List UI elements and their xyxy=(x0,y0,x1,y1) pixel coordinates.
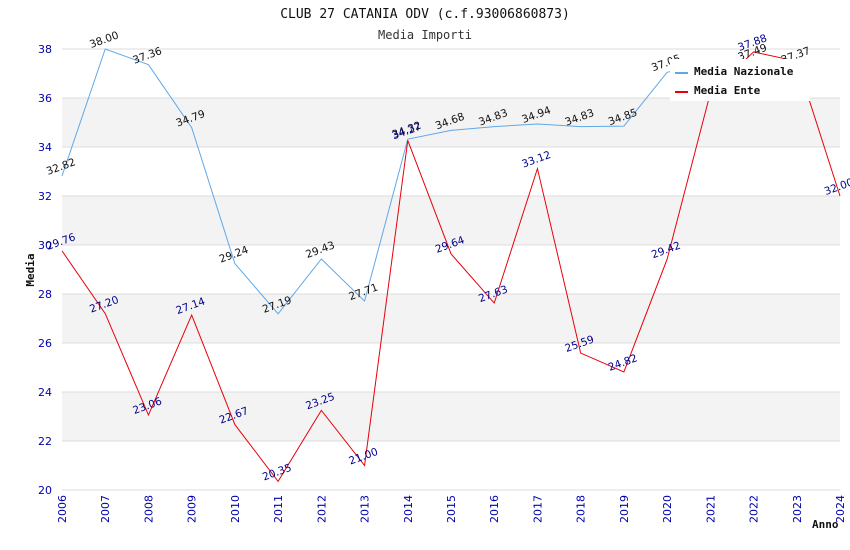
x-tick-label: 2017 xyxy=(531,495,544,523)
grid-band xyxy=(62,343,840,392)
x-tick-label: 2009 xyxy=(186,495,199,523)
x-tick-label: 2013 xyxy=(359,495,372,523)
x-tick-label: 2006 xyxy=(56,495,69,523)
grid-band xyxy=(62,294,840,343)
x-tick-label: 2015 xyxy=(445,495,458,523)
y-axis-ticks: 20 22 24 26 28 30 32 34 36 38 xyxy=(38,43,52,497)
y-tick-label: 28 xyxy=(38,288,52,301)
x-tick-label: 2022 xyxy=(748,495,761,523)
y-tick-label: 24 xyxy=(38,386,52,399)
chart-subtitle: Media Importi xyxy=(378,28,472,42)
x-tick-label: 2014 xyxy=(402,495,415,523)
grid-band xyxy=(62,147,840,196)
y-tick-label: 36 xyxy=(38,92,52,105)
y-tick-label: 20 xyxy=(38,484,52,497)
y-axis-label: Media xyxy=(24,253,37,286)
x-axis-ticks: 2006 2007 2008 2009 2010 2011 2012 2013 2014 2015… xyxy=(56,495,847,523)
grid-bands xyxy=(62,48,840,491)
grid-band xyxy=(62,245,840,294)
x-tick-label: 2016 xyxy=(488,495,501,523)
y-tick-label: 32 xyxy=(38,190,52,203)
x-tick-label: 2008 xyxy=(142,495,155,523)
y-tick-label: 34 xyxy=(38,141,52,154)
x-tick-label: 2020 xyxy=(661,495,674,523)
x-tick-label: 2024 xyxy=(834,495,847,523)
grid-band xyxy=(62,98,840,147)
x-tick-label: 2012 xyxy=(315,495,328,523)
x-tick-label: 2023 xyxy=(791,495,804,523)
x-tick-label: 2010 xyxy=(229,495,242,523)
grid-band xyxy=(62,441,840,490)
x-tick-label: 2019 xyxy=(618,495,631,523)
x-tick-label: 2011 xyxy=(272,495,285,523)
grid-band xyxy=(62,392,840,441)
x-tick-label: 2021 xyxy=(704,495,717,523)
y-tick-label: 26 xyxy=(38,337,52,350)
y-tick-label: 30 xyxy=(38,239,52,252)
x-tick-label: 2018 xyxy=(575,495,588,523)
x-axis-label: Anno xyxy=(812,518,839,531)
y-tick-label: 38 xyxy=(38,43,52,56)
legend-box xyxy=(670,59,810,101)
grid-band xyxy=(62,196,840,245)
legend-label-ente: Media Ente xyxy=(694,84,761,97)
data-label-nazionale: 38.00 xyxy=(88,29,120,51)
x-tick-label: 2007 xyxy=(99,495,112,523)
legend-label-nazionale: Media Nazionale xyxy=(694,65,794,78)
chart-title: CLUB 27 CATANIA ODV (c.f.93006860873) xyxy=(280,7,570,22)
legend: Media Nazionale Media Ente xyxy=(670,59,810,101)
y-tick-label: 22 xyxy=(38,435,52,448)
